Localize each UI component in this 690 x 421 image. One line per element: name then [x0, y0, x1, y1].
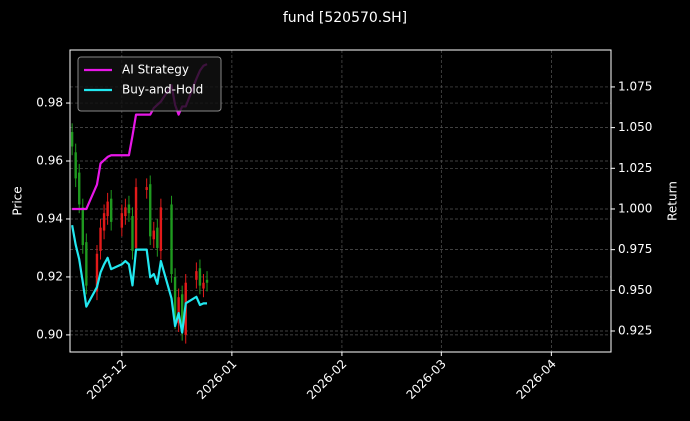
candle-body: [78, 172, 81, 205]
candle-body: [120, 213, 124, 228]
y2-tick-label: 1.050: [618, 120, 652, 134]
y2-tick-label: 0.950: [618, 283, 652, 297]
chart-title: fund [520570.SH]: [283, 10, 407, 26]
y2-tick-label: 0.925: [618, 324, 652, 338]
candle-body: [202, 282, 205, 289]
y-axis-label: Price: [11, 186, 25, 215]
candle-body: [177, 297, 180, 324]
y2-tick-label: 1.000: [618, 201, 652, 215]
y-tick-label: 0.94: [36, 211, 63, 225]
y-tick-label: 0.90: [36, 327, 63, 341]
candle-body: [124, 207, 127, 217]
candle-body: [195, 271, 198, 280]
candle-body: [205, 279, 209, 283]
candle-body: [70, 132, 74, 147]
candle-body: [109, 198, 113, 222]
candle-body: [134, 187, 138, 248]
y-tick-label: 0.96: [36, 154, 63, 168]
candle-body: [85, 242, 88, 286]
candle-body: [106, 201, 109, 217]
candle-body: [81, 207, 84, 246]
y2-tick-label: 1.025: [618, 161, 652, 175]
candle-body: [127, 204, 131, 214]
candle-body: [95, 253, 99, 292]
legend-label: AI Strategy: [122, 63, 189, 77]
y2-tick-label: 1.075: [618, 79, 652, 93]
candle-body: [180, 294, 184, 333]
candle-body: [149, 184, 152, 237]
candle-body: [170, 204, 173, 275]
plot-frame: [69, 49, 612, 353]
y-tick-label: 0.92: [36, 269, 63, 283]
candle-body: [102, 213, 106, 231]
y2-axis-label: Return: [666, 181, 680, 221]
y-tick-label: 0.98: [36, 96, 63, 110]
legend-label: Buy-and-Hold: [122, 83, 203, 97]
candle-body: [156, 227, 159, 248]
candle-body: [159, 207, 163, 251]
candle-body: [99, 227, 102, 251]
candle-body: [198, 268, 202, 286]
candle-body: [152, 230, 155, 240]
candle-body: [74, 152, 77, 179]
candle-body: [131, 216, 134, 251]
y2-tick-label: 0.975: [618, 242, 652, 256]
candle-body: [173, 276, 177, 321]
candle-body: [145, 187, 148, 190]
legend-box: [77, 56, 222, 112]
series-line: [71, 225, 208, 334]
